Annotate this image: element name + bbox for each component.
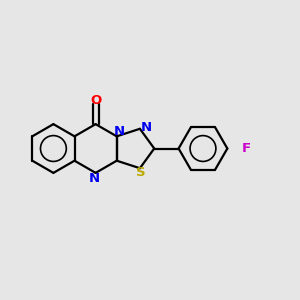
Text: N: N: [114, 125, 125, 138]
Text: F: F: [242, 142, 250, 155]
Text: S: S: [136, 167, 146, 179]
Text: O: O: [90, 94, 101, 107]
Text: N: N: [88, 172, 100, 185]
Text: N: N: [140, 121, 152, 134]
